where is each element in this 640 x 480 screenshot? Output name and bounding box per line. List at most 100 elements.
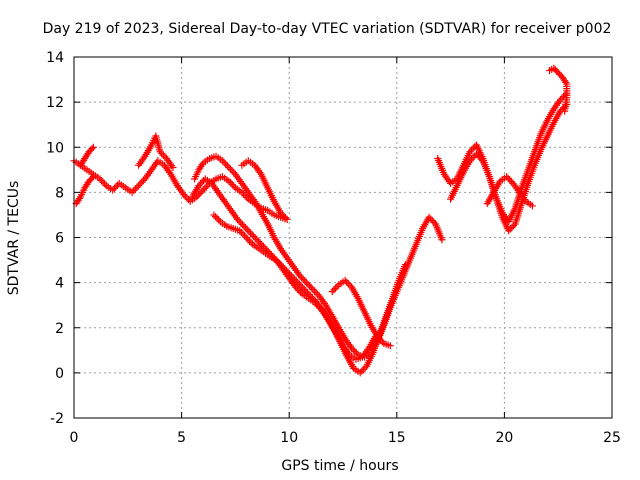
data-point	[356, 369, 364, 377]
data-point-fill	[295, 280, 303, 288]
data-point	[341, 276, 349, 284]
data-point-fill	[428, 217, 436, 225]
data-point-fill	[242, 224, 250, 232]
data-point	[225, 177, 233, 185]
data-point	[466, 148, 474, 156]
y-tick-label: 0	[55, 366, 64, 382]
data-point-fill	[299, 275, 307, 283]
data-point-fill	[196, 180, 204, 188]
data-point-fill	[304, 280, 312, 288]
data-point-fill	[297, 282, 305, 290]
data-point-fill	[378, 338, 386, 346]
data-point	[234, 215, 242, 223]
data-point	[89, 143, 97, 151]
data-point	[236, 227, 244, 235]
data-point-fill	[468, 146, 476, 154]
data-points	[70, 64, 571, 377]
data-point	[218, 157, 226, 165]
data-point-fill	[307, 284, 315, 292]
x-axis-label: GPS time / hours	[281, 458, 398, 474]
data-point-fill	[506, 176, 514, 184]
data-point	[156, 148, 164, 156]
data-point	[438, 236, 446, 244]
data-point	[281, 265, 289, 273]
data-point	[225, 164, 233, 172]
data-point-fill	[158, 149, 166, 157]
x-tick-label: 25	[603, 430, 621, 446]
x-tick-label: 15	[388, 430, 406, 446]
data-point-fill	[255, 237, 263, 245]
data-point-fill	[302, 287, 310, 295]
grid-lines	[74, 57, 612, 418]
data-point-fill	[245, 237, 253, 245]
data-point-fill	[346, 281, 354, 289]
data-point-fill	[330, 286, 338, 294]
data-point-fill	[427, 215, 435, 223]
data-point-fill	[310, 296, 318, 304]
data-point-fill	[251, 234, 259, 242]
data-point-fill	[279, 263, 287, 271]
data-point-fill	[430, 218, 438, 226]
data-point	[246, 229, 254, 237]
data-point-fill	[278, 210, 286, 218]
data-point	[328, 288, 336, 296]
data-point-fill	[312, 289, 320, 297]
data-point-fill	[112, 183, 120, 191]
data-point-fill	[159, 151, 167, 159]
data-point-fill	[351, 347, 359, 355]
data-point-fill	[223, 162, 231, 170]
data-point-fill	[245, 227, 253, 235]
data-point	[195, 182, 203, 190]
data-point-fill	[476, 153, 484, 161]
data-point-fill	[230, 182, 238, 190]
data-point	[528, 202, 536, 210]
data-point	[135, 182, 143, 190]
data-point	[277, 209, 285, 217]
data-point	[373, 333, 381, 341]
data-point-fill	[237, 228, 245, 236]
data-point	[425, 213, 433, 221]
data-point-fill	[131, 185, 139, 193]
data-point-fill	[133, 183, 141, 191]
data-point	[302, 279, 310, 287]
data-point-fill	[228, 180, 236, 188]
data-point	[505, 227, 513, 235]
data-point-fill	[215, 216, 223, 224]
x-tick-label: 10	[280, 430, 298, 446]
data-point-fill	[238, 221, 246, 229]
data-point-fill	[88, 174, 96, 182]
y-tick-label: -2	[50, 411, 64, 427]
data-point-fill	[377, 336, 385, 344]
data-point-fill	[250, 232, 258, 240]
y-tick-label: 4	[55, 276, 64, 292]
data-point-fill	[280, 212, 288, 220]
data-point-fill	[244, 235, 252, 243]
data-point-fill	[510, 222, 518, 230]
data-point-fill	[508, 223, 516, 231]
data-point	[89, 173, 97, 181]
data-point	[128, 188, 136, 196]
data-point-fill	[97, 177, 105, 185]
data-point-fill	[220, 158, 228, 166]
x-tick-label: 5	[177, 430, 186, 446]
y-tick-label: 10	[46, 140, 64, 156]
data-point-fill	[359, 365, 367, 373]
data-point-fill	[198, 178, 206, 186]
data-point	[109, 186, 117, 194]
data-point-fill	[276, 260, 284, 268]
data-point-fill	[477, 155, 485, 163]
data-point-fill	[358, 367, 366, 375]
data-point	[240, 222, 248, 230]
data-point-fill	[88, 145, 96, 153]
data-point-fill	[299, 284, 307, 292]
data-point-fill	[296, 288, 304, 296]
data-point	[169, 164, 177, 172]
data-point	[300, 285, 308, 293]
data-point-fill	[308, 294, 316, 302]
data-point-fill	[562, 78, 570, 86]
data-point-fill	[298, 274, 306, 282]
axis-ticks: 0 5 10 15 20 25 -2 0 2 4 6 8 10 12 14	[46, 50, 621, 446]
data-point-fill	[310, 287, 318, 295]
data-point-fill	[101, 180, 109, 188]
data-point-fill	[201, 184, 209, 192]
